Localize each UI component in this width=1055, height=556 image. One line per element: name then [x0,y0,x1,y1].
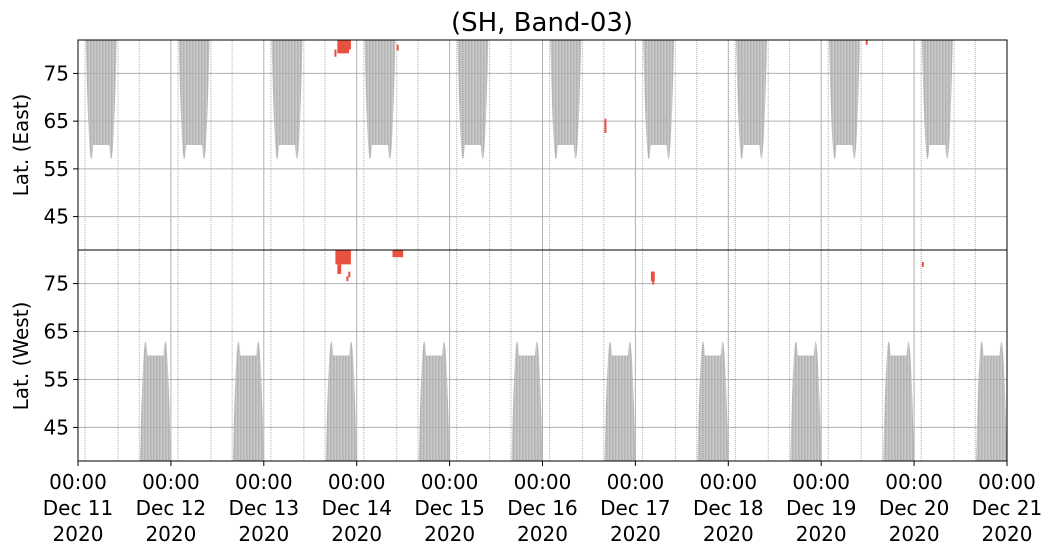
chart-title: (SH, Band-03) [451,8,633,38]
x-tick-label-time: 00:00 [328,470,386,494]
x-tick-label-year: 2020 [145,522,196,546]
coverage-swath-east [736,40,768,160]
detection-mark-west [348,271,351,278]
coverage-swath-east [828,40,860,160]
coverage-swath-east [271,40,303,160]
x-tick-label-time: 00:00 [49,470,107,494]
detection-mark-east [865,40,868,45]
x-tick-label-date: Dec 18 [693,496,764,520]
coverage-swath-west [232,341,264,461]
coverage-swath-west [418,341,450,461]
x-tick-label-year: 2020 [796,522,847,546]
coverage-swath-west [511,341,543,461]
x-tick-label-year: 2020 [517,522,568,546]
detection-mark-west [346,276,349,282]
x-tick-label-date: Dec 13 [229,496,300,520]
x-tick-label-date: Dec 20 [879,496,950,520]
y-axis-label-west: Lat. (West) [9,302,33,411]
x-tick-label-date: Dec 19 [786,496,857,520]
detection-mark-west [650,271,655,282]
coverage-swath-east [364,40,396,160]
x-tick-label-date: Dec 11 [43,496,114,520]
x-tick-label-year: 2020 [238,522,289,546]
coverage-swath-west [325,341,357,461]
detection-mark-west [921,261,924,267]
x-tick-label-year: 2020 [331,522,382,546]
detection-mark-east [337,40,349,54]
coverage-swath-east [85,40,117,160]
coverage-swath-west [697,341,729,461]
detections-layer [334,40,924,285]
coverage-swath-west [883,341,915,461]
coverage-swath-east [921,40,953,160]
x-tick-label-time: 00:00 [792,470,850,494]
y-tick-label-west: 55 [44,367,69,391]
y-tick-label-west: 65 [44,320,69,344]
detection-mark-east [604,118,607,134]
x-tick-label-time: 00:00 [235,470,293,494]
y-tick-label-east: 45 [44,205,69,229]
x-tick-label-date: Dec 21 [972,496,1043,520]
x-tick-label-date: Dec 17 [600,496,671,520]
detection-mark-west [392,250,404,258]
detection-mark-east [334,49,337,57]
grid-layer [77,40,1008,461]
x-tick-label-date: Dec 12 [136,496,207,520]
coverage-swath-east [550,40,582,160]
x-tick-label-year: 2020 [610,522,661,546]
detection-mark-west [335,250,351,265]
coverage-swath-west [139,341,171,461]
y-tick-label-east: 65 [44,109,69,133]
detection-mark-west [337,264,342,274]
x-tick-label-time: 00:00 [885,470,943,494]
coverage-swath-east [457,40,489,160]
detection-mark-east [345,40,351,50]
detection-mark-east [396,44,399,51]
x-tick-label-year: 2020 [53,522,104,546]
x-tick-label-date: Dec 15 [414,496,485,520]
x-tick-label-year: 2020 [982,522,1033,546]
coverage-swath-east [643,40,675,160]
y-axis-label-east: Lat. (East) [9,94,33,197]
y-tick-label-east: 55 [44,157,69,181]
y-tick-label-west: 75 [44,272,69,296]
x-tick-label-year: 2020 [703,522,754,546]
x-tick-label-time: 00:00 [699,470,757,494]
detection-mark-west [652,279,655,285]
x-tick-label-time: 00:00 [421,470,479,494]
x-tick-label-year: 2020 [424,522,475,546]
x-tick-label-time: 00:00 [514,470,572,494]
x-tick-label-time: 00:00 [142,470,200,494]
x-tick-label-date: Dec 14 [321,496,392,520]
y-ticks-layer: 45 55 65 75 75 65 55 45 [44,61,78,439]
coverage-swath-west [604,341,636,461]
coverage-layer [85,40,1007,461]
x-tick-label-year: 2020 [889,522,940,546]
coverage-swath-east [178,40,210,160]
x-tick-label-date: Dec 16 [507,496,578,520]
x-tick-label-time: 00:00 [607,470,665,494]
y-tick-label-west: 45 [44,415,69,439]
x-tick-label-time: 00:00 [978,470,1036,494]
coverage-swath-west [790,341,822,461]
coverage-swath-west [976,341,1007,461]
y-tick-label-east: 75 [44,61,69,85]
